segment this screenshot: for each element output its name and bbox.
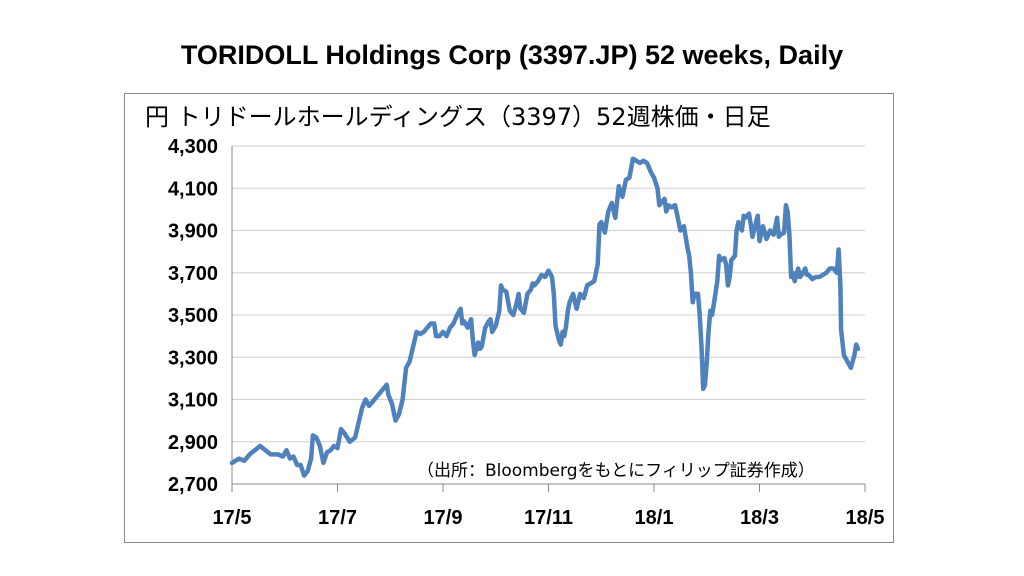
price-line bbox=[229, 156, 861, 478]
x-tick-label: 18/1 bbox=[635, 507, 674, 529]
x-tick-label: 17/7 bbox=[318, 507, 357, 529]
x-tick-label: 17/11 bbox=[524, 507, 573, 529]
chart-frame bbox=[124, 93, 894, 543]
source-note: （出所：Bloombergをもとにフィリップ証券作成） bbox=[417, 461, 815, 481]
x-tick-label: 17/5 bbox=[213, 507, 252, 529]
y-tick-label: 4,300 bbox=[168, 136, 218, 158]
x-tick-label: 18/3 bbox=[740, 507, 779, 529]
x-tick-label: 17/9 bbox=[424, 507, 463, 529]
x-tick-label: 18/5 bbox=[846, 507, 885, 529]
y-tick-label: 3,300 bbox=[168, 347, 218, 369]
y-tick-label: 3,700 bbox=[168, 263, 218, 285]
x-axis: 17/5 17/7 17/9 17/11 18/1 18/3 18/5 bbox=[213, 484, 885, 529]
y-tick-label: 4,100 bbox=[168, 178, 218, 200]
chart-title: TORIDOLL Holdings Corp (3397.JP) 52 week… bbox=[180, 40, 844, 70]
chart-subtitle: 円 トリドールホールディングス（3397）52週株価・日足 bbox=[145, 103, 771, 131]
grid-lines bbox=[231, 145, 865, 485]
y-tick-label: 3,900 bbox=[168, 221, 218, 243]
y-tick-label: 2,700 bbox=[168, 474, 218, 496]
y-tick-label: 2,900 bbox=[168, 432, 218, 454]
y-tick-label: 3,500 bbox=[168, 305, 218, 327]
y-tick-label: 3,100 bbox=[168, 390, 218, 412]
series-group bbox=[229, 156, 861, 478]
y-axis: 4,300 4,100 3,900 3,700 3,500 3,300 3,100 2,900… bbox=[168, 136, 218, 496]
